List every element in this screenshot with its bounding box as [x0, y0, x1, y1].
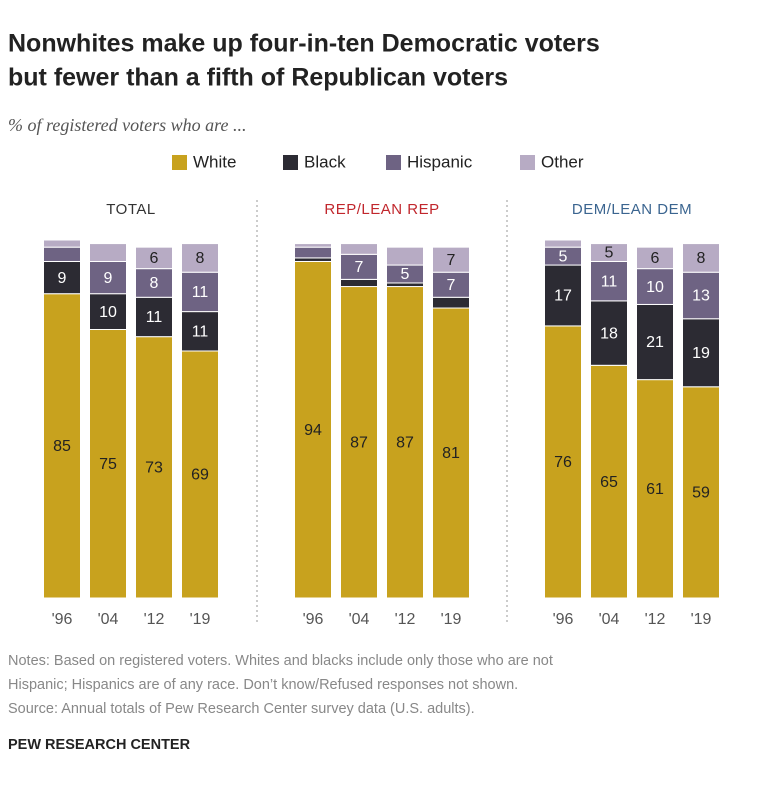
x-tick-label: '12	[395, 611, 416, 628]
data-label: 8	[150, 275, 159, 292]
bar-segment	[432, 246, 470, 273]
x-tick-label: '12	[645, 611, 666, 628]
legend-swatch	[520, 155, 535, 170]
data-label: 87	[396, 434, 414, 451]
data-label: 7	[355, 259, 364, 276]
data-label: 6	[651, 250, 660, 267]
bar-segment	[590, 243, 628, 262]
bar-segment	[340, 243, 378, 255]
bar-segment	[43, 246, 81, 262]
data-label: 6	[150, 250, 159, 267]
legend-label: Hispanic	[407, 152, 473, 171]
x-tick-label: '19	[190, 611, 211, 628]
x-tick-label: '12	[144, 611, 165, 628]
legend-label: Other	[541, 152, 584, 171]
panel-title: REP/LEAN REP	[324, 201, 439, 218]
data-label: 75	[99, 456, 117, 473]
bar-segment	[294, 246, 332, 259]
bar-segment	[432, 307, 470, 599]
data-label: 18	[600, 325, 618, 342]
bar-segment	[636, 303, 674, 381]
note: Notes: Based on registered voters. White…	[8, 653, 553, 669]
legend-swatch	[172, 155, 187, 170]
subtitle: % of registered voters who are ...	[8, 115, 246, 135]
x-tick-label: '19	[691, 611, 712, 628]
bar-segment	[294, 260, 332, 599]
panel-title: TOTAL	[106, 201, 155, 218]
bar-segment	[544, 264, 582, 327]
bar-segment	[432, 296, 470, 309]
data-label: 17	[554, 288, 572, 305]
data-label: 7	[447, 252, 456, 269]
data-label: 11	[192, 284, 209, 301]
bar-segment	[340, 286, 378, 599]
bar-segment	[89, 243, 127, 262]
bar-segment	[544, 325, 582, 599]
x-tick-label: '04	[599, 611, 620, 628]
bar-segment	[682, 386, 720, 599]
bar-segment	[590, 260, 628, 302]
data-label: 5	[605, 245, 614, 262]
bar-segment	[386, 246, 424, 266]
footer: PEW RESEARCH CENTER	[8, 737, 191, 753]
bar-segment	[682, 243, 720, 273]
data-label: 59	[692, 485, 710, 502]
data-label: 13	[692, 288, 710, 305]
data-label: 8	[697, 250, 706, 267]
data-label: 61	[646, 481, 664, 498]
data-label: 9	[104, 270, 113, 287]
x-tick-label: '96	[303, 611, 324, 628]
legend-label: Black	[304, 152, 346, 171]
bar-segment	[181, 243, 219, 273]
data-label: 5	[401, 266, 410, 283]
note: Source: Annual totals of Pew Research Ce…	[8, 701, 475, 717]
x-tick-label: '96	[553, 611, 574, 628]
x-tick-label: '04	[349, 611, 370, 628]
data-label: 69	[191, 467, 209, 484]
bar-segment	[89, 329, 127, 599]
bar-segment	[43, 260, 81, 295]
data-label: 11	[146, 309, 163, 326]
bar-segment	[294, 243, 332, 248]
bar-segment	[636, 379, 674, 599]
bar-segment	[386, 282, 424, 288]
bar-segment	[181, 350, 219, 599]
legend-label: White	[193, 152, 236, 171]
legend-swatch	[386, 155, 401, 170]
data-label: 94	[304, 422, 322, 439]
title-line: Nonwhites make up four-in-ten Democratic…	[8, 30, 600, 58]
data-label: 85	[53, 438, 71, 455]
data-label: 5	[559, 248, 568, 265]
data-label: 21	[646, 334, 664, 351]
bar-segment	[636, 246, 674, 270]
bar-segment	[43, 239, 81, 248]
bar-segment	[294, 257, 332, 262]
x-tick-label: '19	[441, 611, 462, 628]
bar-segment	[181, 311, 219, 352]
data-label: 8	[196, 250, 205, 267]
data-label: 10	[99, 304, 117, 321]
data-label: 7	[447, 277, 456, 294]
bar-segment	[340, 278, 378, 288]
note: Hispanic; Hispanics are of any race. Don…	[8, 677, 518, 693]
bar-segment	[544, 239, 582, 248]
legend-swatch	[283, 155, 298, 170]
title-line: but fewer than a fifth of Republican vot…	[8, 64, 508, 92]
panel-title: DEM/LEAN DEM	[572, 201, 692, 218]
data-label: 9	[58, 270, 67, 287]
data-label: 11	[601, 273, 618, 290]
data-label: 65	[600, 474, 618, 491]
bar-segment	[135, 246, 173, 270]
x-tick-label: '96	[52, 611, 73, 628]
data-label: 73	[145, 460, 163, 477]
bar-segment	[181, 271, 219, 313]
data-label: 10	[646, 279, 664, 296]
data-label: 81	[442, 445, 460, 462]
x-tick-label: '04	[98, 611, 119, 628]
data-label: 11	[192, 324, 209, 341]
data-label: 87	[350, 434, 368, 451]
data-label: 76	[554, 454, 572, 471]
data-label: 19	[692, 345, 710, 362]
